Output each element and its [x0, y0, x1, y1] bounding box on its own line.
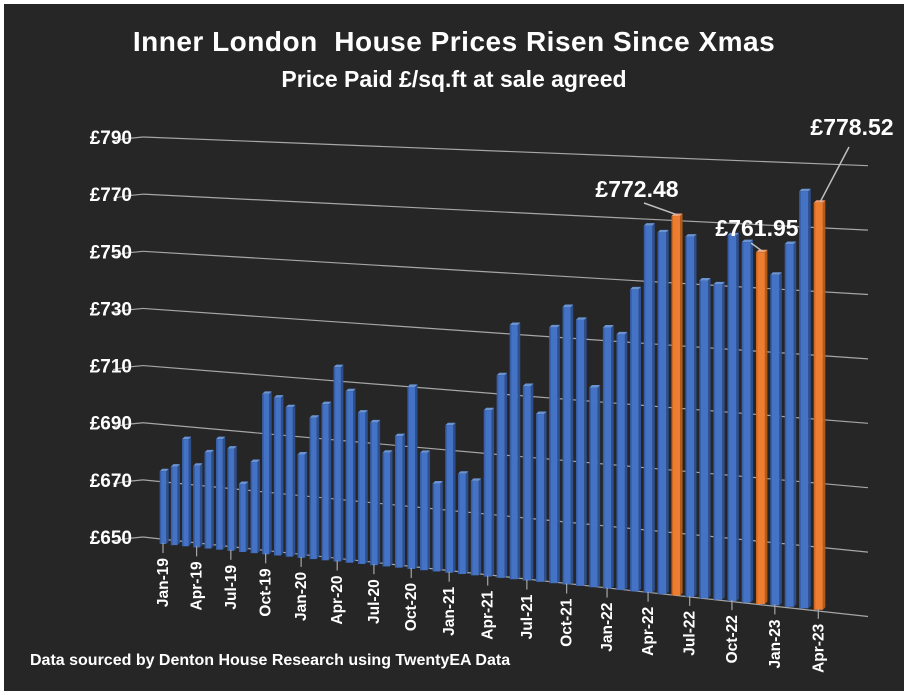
bar-Sep-22 [713, 281, 725, 600]
y-axis-label-650: £650 [90, 528, 132, 549]
x-axis-label-Apr-20: Apr-20 [329, 575, 346, 624]
bar-May-21 [496, 372, 508, 578]
bar-Nov-20 [420, 450, 431, 571]
bar-Dec-19 [285, 404, 296, 557]
gridline-hook [112, 479, 144, 485]
bar-Jul-21 [522, 383, 534, 581]
bar-May-22 [657, 229, 669, 595]
bar-Apr-23 [813, 200, 826, 610]
bar-Jan-21 [445, 422, 456, 573]
y-axis-label-710: £710 [90, 357, 132, 378]
x-axis-label-Apr-23: Apr-23 [810, 623, 827, 672]
gridline-hook [112, 422, 144, 428]
bar-May-19 [204, 449, 214, 549]
bar-Feb-22 [616, 331, 628, 590]
bar-Jul-19 [227, 446, 237, 551]
bar-Oct-20 [407, 384, 418, 569]
gridline-hook [112, 307, 144, 314]
y-axis-label-790: £790 [90, 128, 132, 149]
x-axis-label-Oct-20: Oct-20 [403, 583, 420, 631]
x-axis-label-Jan-19: Jan-19 [155, 558, 172, 607]
y-axis-label-750: £750 [90, 242, 132, 263]
bar-Sep-19 [250, 459, 260, 554]
annotation-label-Dec-22: £761.95 [715, 215, 798, 241]
bar-Mar-19 [182, 436, 192, 547]
bar-Aug-21 [536, 411, 547, 582]
bar-Jul-20 [370, 419, 381, 566]
x-axis-label-Jul-22: Jul-22 [682, 611, 699, 656]
x-axis-label-Apr-22: Apr-22 [640, 607, 657, 656]
x-axis-label-Apr-21: Apr-21 [480, 590, 497, 639]
y-axis-label-770: £770 [90, 185, 132, 206]
x-axis-label-Jul-21: Jul-21 [519, 594, 536, 639]
bar-Aug-20 [382, 450, 393, 567]
page-title: Inner London House Prices Risen Since Xm… [132, 26, 776, 57]
bar-Mar-22 [630, 286, 642, 592]
x-axis-label-Jan-20: Jan-20 [293, 572, 310, 621]
gridline-770 [142, 193, 869, 231]
bar-Aug-22 [699, 278, 711, 599]
bar-Apr-22 [643, 223, 655, 593]
bar-Dec-20 [432, 481, 443, 572]
bar-Sep-20 [394, 433, 405, 568]
bar-Apr-20 [333, 364, 344, 562]
bar-Feb-23 [784, 241, 797, 607]
bar-Apr-21 [483, 407, 495, 577]
gridline-hook [112, 193, 144, 199]
x-axis-label-Jul-19: Jul-19 [223, 564, 240, 609]
bar-Nov-21 [575, 317, 587, 586]
bar-Dec-22 [756, 249, 768, 604]
x-axis-label-Oct-19: Oct-19 [258, 568, 275, 617]
y-axis-label-730: £730 [90, 299, 132, 320]
page-subtitle: Price Paid £/sq.ft at sale agreed [281, 66, 627, 92]
x-axis-label-Apr-19: Apr-19 [189, 561, 206, 610]
bar-Dec-21 [589, 385, 601, 588]
annotation-leader-Jun-22 [643, 202, 679, 216]
bar-Jul-22 [685, 234, 697, 597]
footer-credit: Data sourced by Denton House Research us… [30, 652, 511, 669]
bar-Sep-21 [549, 324, 560, 584]
gridline-hook [112, 536, 144, 542]
x-axis-label-Jan-21: Jan-21 [441, 586, 458, 635]
bar-May-20 [345, 388, 356, 563]
bar-Jun-19 [215, 436, 226, 550]
bar-Jan-23 [770, 272, 782, 606]
annotation-label-Apr-23: £778.52 [810, 114, 893, 140]
x-axis-label-Jan-22: Jan-22 [599, 603, 616, 652]
gridline-hook [112, 250, 144, 256]
bar-Mar-23 [799, 188, 811, 609]
bar-Jan-22 [602, 325, 614, 589]
bar-Jan-20 [297, 451, 308, 558]
annotation-leader-Dec-22 [750, 242, 763, 252]
x-axis-label-Oct-22: Oct-22 [724, 615, 741, 663]
bar-Nov-22 [741, 239, 754, 603]
gridline-790 [142, 136, 869, 167]
bar-Feb-21 [458, 471, 469, 575]
bar-Mar-20 [321, 401, 332, 561]
bar-Jun-21 [509, 322, 521, 580]
house-price-bar-chart: £650 £670 £690 £710 £730 £750 £770 £790 Jan-19 Ap… [90, 114, 894, 673]
gridline-hook [112, 364, 144, 371]
bar-Apr-19 [193, 463, 203, 548]
bar-Oct-22 [727, 232, 739, 602]
bar-Jun-20 [357, 410, 368, 564]
bar-Oct-19 [262, 391, 272, 555]
bar-Oct-21 [562, 304, 574, 585]
bar-Mar-21 [470, 478, 482, 576]
gridline-hook [112, 136, 144, 142]
bar-Jun-22 [671, 213, 683, 596]
x-axis-label-Jan-23: Jan-23 [767, 619, 784, 668]
annotation-label-Jun-22: £772.48 [595, 176, 678, 202]
y-axis-label-690: £690 [90, 414, 132, 435]
x-axis-label-Oct-21: Oct-21 [559, 598, 576, 647]
x-axis-label-Jul-20: Jul-20 [366, 579, 383, 624]
bar-Nov-19 [273, 395, 284, 556]
bar-Aug-19 [238, 481, 249, 552]
annotation-leader-Apr-23 [819, 146, 850, 203]
y-axis-label-670: £670 [90, 471, 132, 492]
bar-Jan-19 [159, 468, 169, 545]
bar-Feb-20 [309, 415, 320, 560]
bar-Feb-19 [170, 464, 180, 546]
